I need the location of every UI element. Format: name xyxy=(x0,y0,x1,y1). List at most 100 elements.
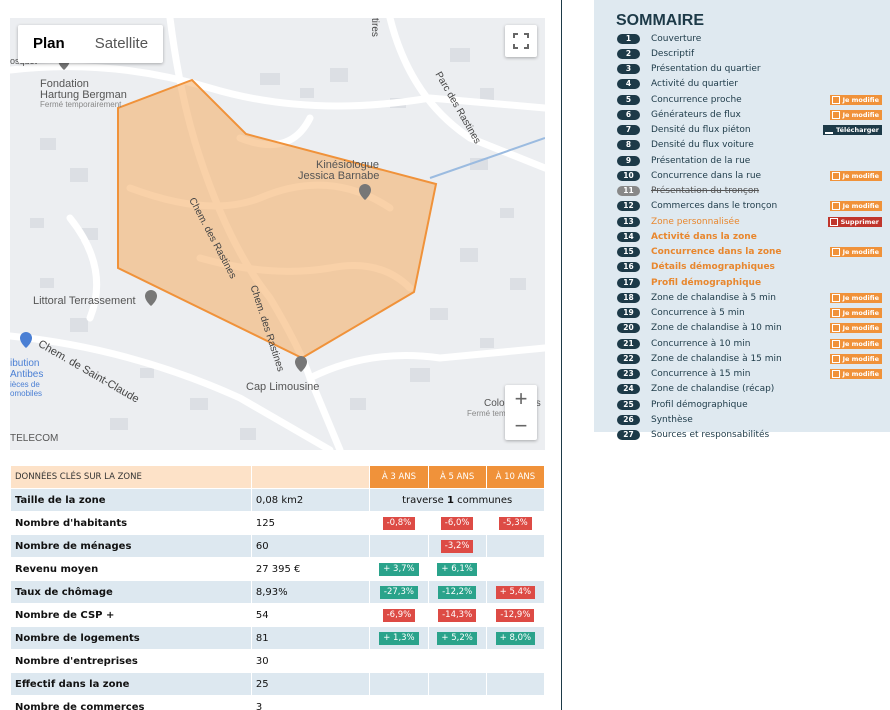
sommaire-item[interactable]: 18 Zone de chalandise à 5 min Je modifie xyxy=(617,290,885,305)
sommaire-item-number: 18 xyxy=(617,292,640,303)
sommaire-item[interactable]: 5 Concurrence proche Je modifie xyxy=(617,92,885,107)
sommaire-item-number: 13 xyxy=(617,216,640,227)
sommaire-item[interactable]: 12 Commerces dans le tronçon Je modifie xyxy=(617,199,885,214)
sommaire-item-label: Profil démographique xyxy=(651,277,762,288)
key-data-row: Nombre de CSP +54 -6,9% -14,3% -12,9% xyxy=(10,603,546,627)
modify-button[interactable]: Je modifie xyxy=(829,201,882,212)
key-data-table: DONNÉES CLÉS SUR LA ZONE À 3 ANS À 5 ANS… xyxy=(10,465,546,710)
variation-badge: + 8,0% xyxy=(495,631,536,645)
key-data-y10-cell xyxy=(485,649,546,673)
modify-button[interactable]: Je modifie xyxy=(829,369,882,380)
sommaire-item[interactable]: 26 Synthèse xyxy=(617,412,885,427)
sommaire-item-number: 14 xyxy=(617,231,640,242)
key-data-y3-cell xyxy=(369,672,429,696)
key-data-y3-cell xyxy=(369,649,429,673)
sommaire-item-number: 7 xyxy=(617,125,640,136)
sommaire-item-label: Concurrence à 15 min xyxy=(651,369,751,380)
sommaire-item[interactable]: 27 Sources et responsabilités xyxy=(617,428,885,443)
modify-button[interactable]: Je modifie xyxy=(829,308,882,319)
custom-zone-polygon[interactable] xyxy=(117,78,438,360)
sommaire-item-number: 11 xyxy=(617,186,640,197)
key-data-y5-cell xyxy=(427,695,487,710)
place-distribution-line3: ièces de xyxy=(10,380,40,389)
sommaire-item[interactable]: 21 Concurrence à 10 min Je modifie xyxy=(617,336,885,351)
sommaire-item[interactable]: 25 Profil démographique xyxy=(617,397,885,412)
key-data-row: Taux de chômage 8,93% -27,3% -12,2% + 5,4% xyxy=(10,580,546,604)
sommaire-item-label: Profil démographique xyxy=(651,399,748,410)
sommaire-item[interactable]: 7 Densité du flux piéton Télécharger xyxy=(617,123,885,138)
key-data-value: 60 xyxy=(250,534,371,558)
map[interactable]: osquet Fondation Hartung Bergman Fermé t… xyxy=(10,18,545,450)
key-data-value-header xyxy=(250,465,371,489)
key-data-y10-cell: + 5,4% xyxy=(485,580,546,604)
zoom-in-button[interactable]: + xyxy=(514,386,528,411)
sommaire-item[interactable]: 1 Couverture xyxy=(617,31,885,46)
sommaire-item[interactable]: 6 Générateurs de flux Je modifie xyxy=(617,107,885,122)
modify-button[interactable]: Je modifie xyxy=(829,170,882,181)
sommaire-item[interactable]: 22 Zone de chalandise à 15 min Je modifie xyxy=(617,351,885,366)
sommaire-item[interactable]: 13 Zone personnalisée Supprimer xyxy=(617,214,885,229)
key-data-y5-cell: -6,0% xyxy=(427,511,487,535)
variation-badge: + 5,4% xyxy=(495,585,536,599)
modify-button-label: Je modifie xyxy=(842,324,879,333)
key-data-y3-cell: -6,9% xyxy=(369,603,429,627)
sommaire-item[interactable]: 17 Profil démographique xyxy=(617,275,885,290)
modify-button[interactable]: Je modifie xyxy=(829,94,882,105)
variation-badge: -6,0% xyxy=(440,516,474,530)
variation-badge: + 5,2% xyxy=(437,631,477,645)
sommaire-title: SOMMAIRE xyxy=(616,12,704,29)
sommaire-item[interactable]: 9 Présentation de la rue xyxy=(617,153,885,168)
modify-button[interactable]: Je modifie xyxy=(829,109,882,120)
sommaire-item[interactable]: 3 Présentation du quartier xyxy=(617,62,885,77)
fullscreen-icon xyxy=(513,33,529,49)
sommaire-item[interactable]: 15 Concurrence dans la zone Je modifie xyxy=(617,245,885,260)
place-cap-limousine: Cap Limousine xyxy=(246,381,320,393)
modify-button-label: Je modifie xyxy=(842,370,879,379)
edit-user-icon xyxy=(831,370,840,379)
sommaire-item[interactable]: 14 Activité dans la zone xyxy=(617,229,885,244)
place-littoral: Littoral Terrassement xyxy=(33,295,136,307)
modify-button[interactable]: Je modifie xyxy=(829,247,882,258)
edit-user-icon xyxy=(831,95,840,104)
key-data-value: 54 xyxy=(250,603,371,627)
key-data-row: Effectif dans la zone 25 xyxy=(10,672,546,696)
map-type-satellite-button[interactable]: Satellite xyxy=(94,35,149,52)
sommaire-item[interactable]: 16 Détails démographiques xyxy=(617,260,885,275)
map-type-plan-button[interactable]: Plan xyxy=(33,35,65,52)
key-data-value: 30 xyxy=(250,649,371,673)
key-data-y3-cell: + 1,3% xyxy=(369,626,429,650)
key-data-y5-header: À 5 ANS xyxy=(427,465,487,489)
sommaire-item[interactable]: 10 Concurrence dans la rue Je modifie xyxy=(617,168,885,183)
sommaire-item[interactable]: 4 Activité du quartier xyxy=(617,77,885,92)
main-panel: osquet Fondation Hartung Bergman Fermé t… xyxy=(10,0,562,710)
key-data-label: Nombre de logements xyxy=(10,626,252,650)
key-data-y5-cell: -3,2% xyxy=(427,534,487,558)
delete-button[interactable]: Supprimer xyxy=(827,216,882,227)
key-data-value: 125 xyxy=(250,511,371,535)
key-data-value: 27 395 € xyxy=(250,557,371,581)
sommaire-item-label: Zone de chalandise à 10 min xyxy=(651,323,782,334)
sommaire-item[interactable]: 11 Présentation du tronçon xyxy=(617,184,885,199)
modify-button[interactable]: Je modifie xyxy=(829,323,882,334)
sommaire-item-label: Concurrence à 5 min xyxy=(651,308,745,319)
download-button[interactable]: Télécharger xyxy=(823,125,882,136)
zoom-out-button[interactable]: − xyxy=(514,413,528,438)
modify-button[interactable]: Je modifie xyxy=(829,292,882,303)
sommaire-item[interactable]: 19 Concurrence à 5 min Je modifie xyxy=(617,306,885,321)
sommaire-item[interactable]: 8 Densité du flux voiture xyxy=(617,138,885,153)
modify-button[interactable]: Je modifie xyxy=(829,338,882,349)
edit-user-icon xyxy=(831,171,840,180)
sommaire-item[interactable]: 2 Descriptif xyxy=(617,46,885,61)
sommaire-item-label: Couverture xyxy=(651,33,702,44)
variation-badge: + 3,7% xyxy=(379,562,419,576)
sommaire-item[interactable]: 20 Zone de chalandise à 10 min Je modifie xyxy=(617,321,885,336)
fullscreen-button[interactable] xyxy=(505,25,537,57)
sommaire-item-label: Concurrence dans la rue xyxy=(651,170,762,181)
sommaire-item-label: Densité du flux voiture xyxy=(651,140,754,151)
download-button-label: Télécharger xyxy=(836,126,879,135)
modify-button[interactable]: Je modifie xyxy=(829,353,882,364)
sommaire-item[interactable]: 24 Zone de chalandise (récap) xyxy=(617,382,885,397)
sommaire-item[interactable]: 23 Concurrence à 15 min Je modifie xyxy=(617,367,885,382)
key-data-label: Revenu moyen xyxy=(10,557,252,581)
modify-button-label: Je modifie xyxy=(842,339,879,348)
